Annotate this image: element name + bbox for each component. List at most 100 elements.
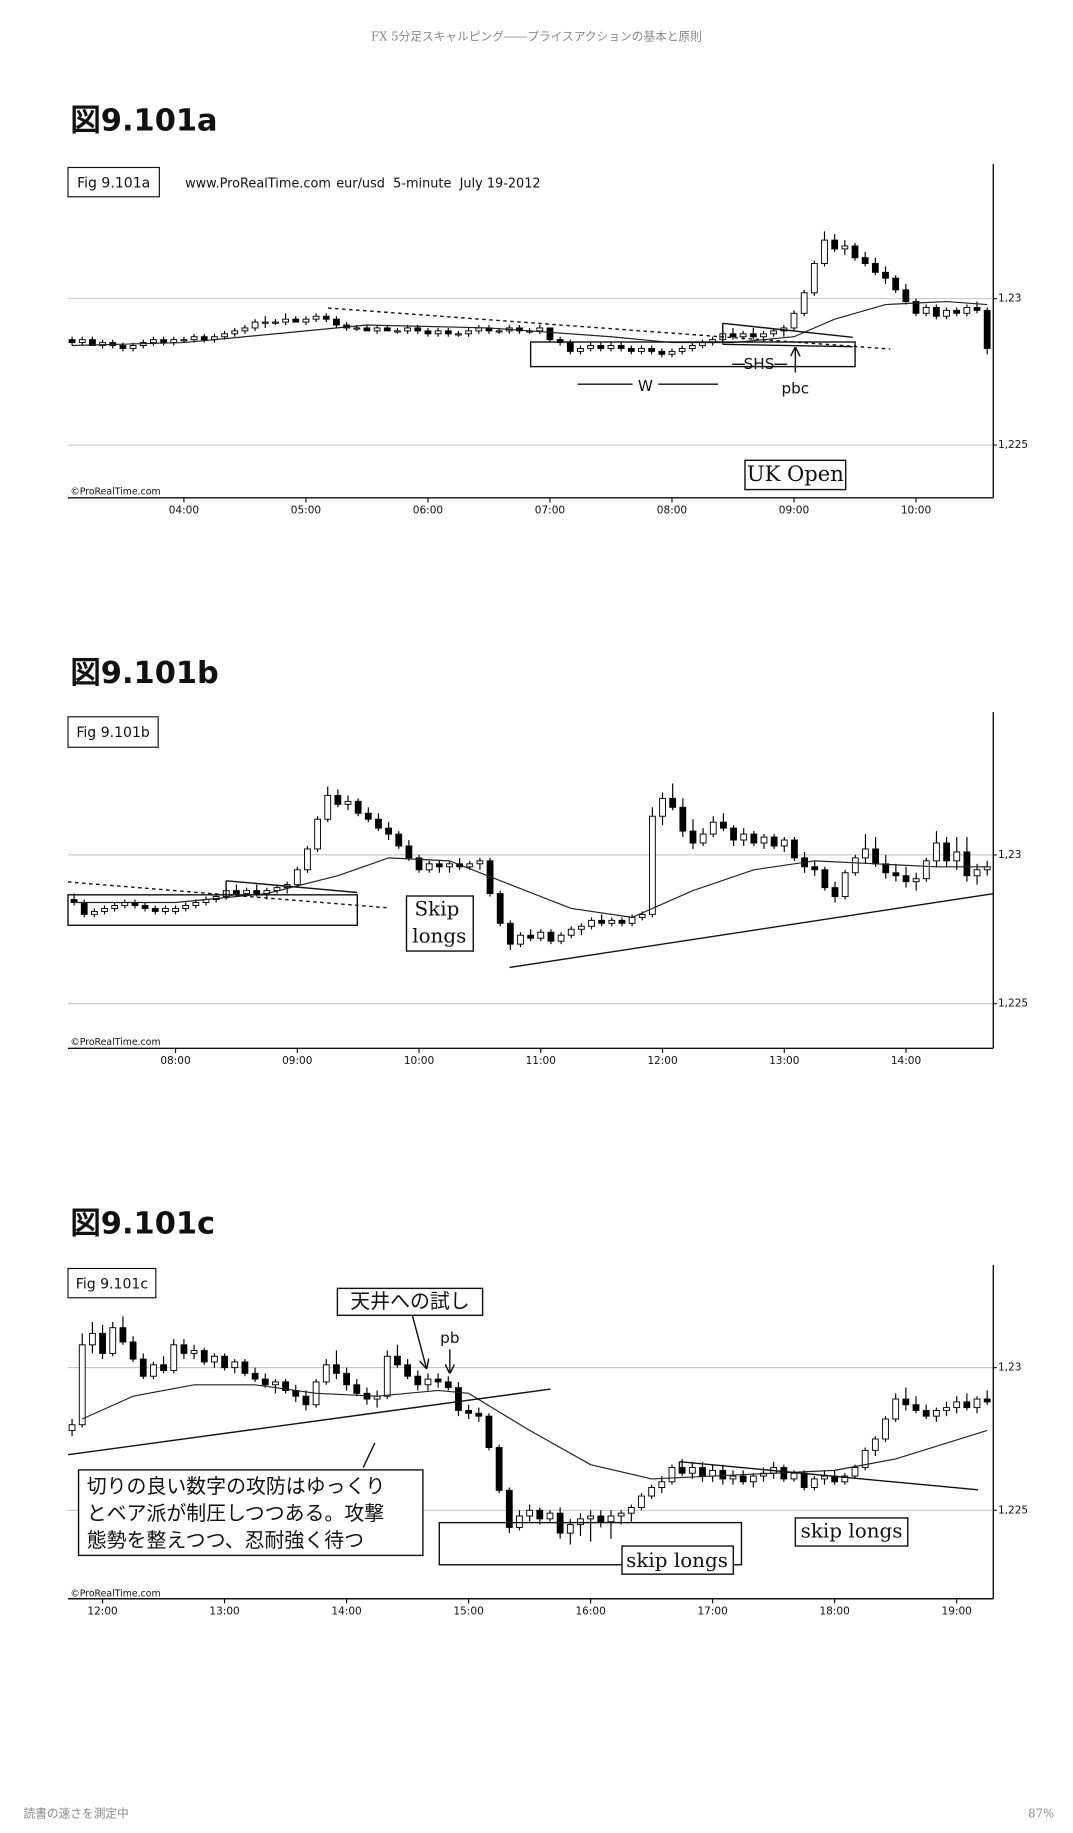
- candle-body: [882, 863, 890, 874]
- candle-body: [933, 842, 940, 862]
- candle-body: [353, 327, 361, 330]
- candle-body: [282, 318, 289, 323]
- candle-body: [200, 1350, 208, 1363]
- chart-credit: ©ProRealTime.com: [70, 486, 160, 497]
- candle-body: [304, 848, 311, 871]
- range-box: [529, 341, 856, 368]
- candle-body: [983, 309, 991, 349]
- candle-body: [546, 327, 554, 341]
- candle-body: [749, 333, 757, 338]
- candle-body: [190, 336, 198, 341]
- candle-body: [129, 345, 137, 349]
- x-tick-label: 17:00: [697, 1606, 727, 1618]
- candle-body: [709, 821, 717, 835]
- candle-body: [607, 1515, 615, 1523]
- trend-line: [67, 1388, 551, 1456]
- annotation: UK Open: [747, 461, 844, 486]
- candle-body: [627, 347, 635, 352]
- candle-body: [841, 245, 849, 250]
- candle-body: [729, 1475, 737, 1480]
- figure-label-box: [67, 166, 160, 198]
- candle-body: [770, 836, 778, 847]
- label-box: [405, 895, 474, 952]
- candle-body: [597, 1515, 605, 1523]
- candle-body: [261, 321, 269, 324]
- candle-body: [394, 1355, 401, 1366]
- candle-body: [475, 327, 483, 332]
- candle-body: [810, 263, 818, 294]
- figure-label: Fig 9.101a: [77, 175, 150, 191]
- x-tick-label: 15:00: [453, 1606, 483, 1618]
- candle-body: [190, 1350, 198, 1354]
- candle-body: [791, 839, 798, 859]
- candle-body: [912, 301, 920, 314]
- y-tick-label: 1,225: [998, 998, 1028, 1010]
- candle-body: [770, 330, 778, 335]
- candle-body: [170, 1344, 178, 1371]
- chart-credit: ©ProRealTime.com: [70, 1037, 160, 1048]
- candle-body: [851, 857, 859, 874]
- annotation: skip longs: [626, 1549, 728, 1572]
- moving-average: [72, 301, 988, 347]
- candle-body: [679, 806, 687, 832]
- trend-line: [327, 307, 891, 350]
- x-tick-label: 16:00: [575, 1606, 605, 1618]
- candle-body: [659, 797, 666, 817]
- candle-body: [434, 1378, 442, 1383]
- candle-body: [434, 330, 442, 335]
- candle-body: [678, 347, 686, 352]
- candle-body: [292, 318, 300, 323]
- candle-body: [364, 812, 372, 820]
- candle-body: [973, 306, 981, 311]
- annotation: skip longs: [801, 1519, 903, 1542]
- candle-body: [150, 1364, 157, 1377]
- candle-body: [293, 869, 301, 886]
- candle-body: [527, 934, 535, 939]
- candle-body: [688, 345, 696, 349]
- candle-body: [760, 333, 767, 338]
- candle-body: [465, 1409, 473, 1414]
- trend-line: [722, 343, 853, 348]
- candle-body: [272, 1381, 279, 1386]
- candle-body: [99, 1332, 106, 1354]
- y-tick-label: 1,23: [998, 293, 1021, 305]
- candle-body: [943, 1407, 950, 1411]
- candle-body: [973, 1398, 981, 1409]
- candle-body: [495, 1447, 503, 1491]
- candle-body: [800, 292, 808, 314]
- candle-body: [749, 1475, 757, 1483]
- candle-body: [506, 922, 514, 945]
- candle-body: [577, 347, 584, 352]
- annotation: SHS: [744, 355, 775, 373]
- candle-body: [253, 890, 261, 895]
- candle-body: [334, 794, 342, 805]
- candle-body: [414, 1375, 422, 1386]
- label-box: [77, 1469, 424, 1557]
- candle-body: [261, 1378, 269, 1386]
- annotation: Skip: [415, 898, 460, 921]
- candle-body: [790, 1472, 798, 1480]
- x-tick-label: 12:00: [87, 1606, 117, 1618]
- candle-body: [648, 1487, 656, 1497]
- candle-body: [892, 872, 900, 877]
- candle-body: [302, 318, 310, 323]
- candle-body: [241, 327, 249, 332]
- candle-body: [912, 1404, 920, 1411]
- figure-label: Fig 9.101c: [76, 1276, 148, 1292]
- candle-body: [89, 1332, 96, 1346]
- candle-body: [414, 327, 422, 332]
- figure-heading: 図9.101b: [70, 656, 219, 691]
- candle-body: [932, 1409, 940, 1417]
- candle-body: [466, 863, 474, 868]
- candle-body: [221, 1355, 228, 1369]
- candle-body: [587, 1515, 595, 1520]
- candle-body: [385, 827, 393, 835]
- x-tick-label: 05:00: [291, 505, 321, 517]
- candle-body: [821, 239, 828, 264]
- candle-body: [709, 1469, 717, 1477]
- trend-line: [362, 1442, 376, 1468]
- reading-status: 読書の速さを測定中: [23, 1806, 128, 1820]
- moving-average: [74, 857, 988, 918]
